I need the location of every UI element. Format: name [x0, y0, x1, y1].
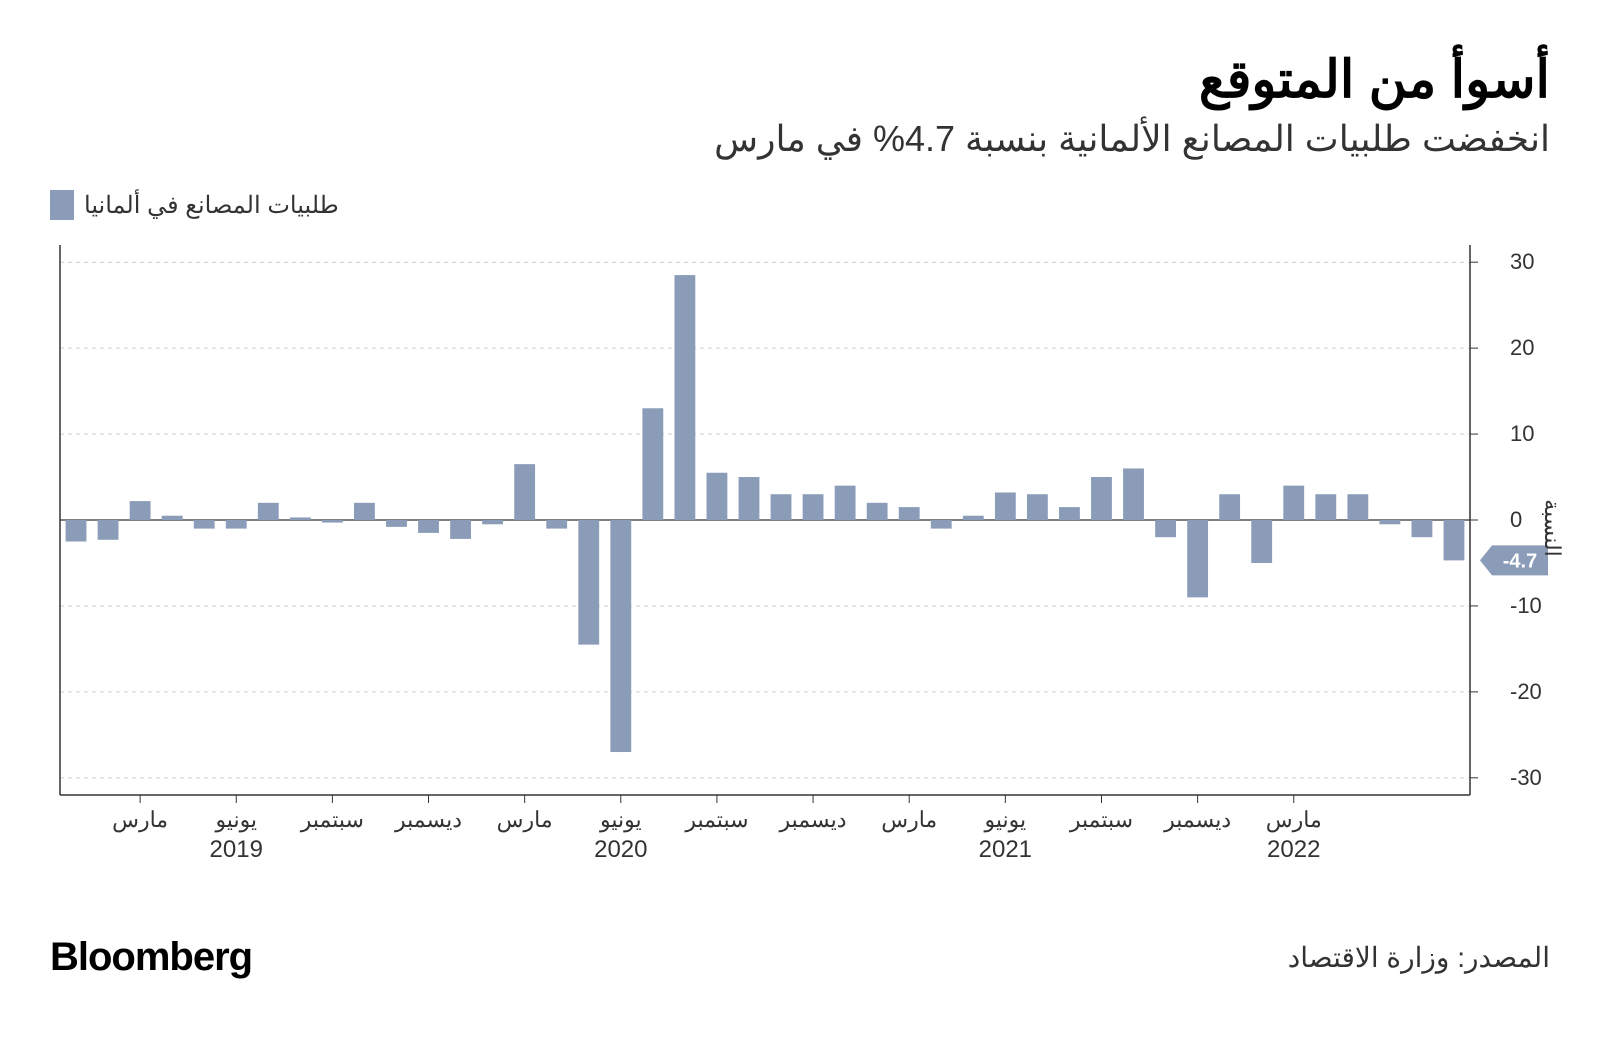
- svg-text:-10: -10: [1510, 593, 1542, 618]
- svg-text:سبتمبر: سبتمبر: [300, 807, 364, 833]
- svg-text:20: 20: [1510, 335, 1534, 360]
- svg-text:مارس: مارس: [1266, 807, 1322, 833]
- svg-text:2022: 2022: [1267, 836, 1320, 863]
- svg-text:ديسمبر: ديسمبر: [779, 807, 847, 833]
- svg-text:مارس: مارس: [881, 807, 937, 833]
- svg-text:سبتمبر: سبتمبر: [1069, 807, 1133, 833]
- bar-chart: -30 -20 -10 0 10 20 30 مارس يونيو 2019 سبتمبر ديسمب…: [50, 235, 1550, 885]
- y-axis-label: النسبة: [1539, 499, 1565, 557]
- legend-swatch: [50, 190, 74, 220]
- svg-text:0: 0: [1510, 507, 1522, 532]
- svg-text:-20: -20: [1510, 679, 1542, 704]
- legend-label: طلبيات المصانع في ألمانيا: [84, 191, 339, 220]
- legend: طلبيات المصانع في ألمانيا: [50, 190, 1550, 220]
- svg-text:يونيو: يونيو: [214, 807, 257, 833]
- svg-text:مارس: مارس: [497, 807, 553, 833]
- source-text: المصدر: وزارة الاقتصاد: [1288, 941, 1550, 974]
- svg-text:2020: 2020: [594, 836, 647, 863]
- svg-text:-30: -30: [1510, 765, 1542, 790]
- chart-title: أسوأ من المتوقع: [50, 50, 1550, 110]
- brand-logo: Bloomberg: [50, 935, 252, 980]
- svg-text:يونيو: يونيو: [984, 807, 1027, 833]
- svg-text:-4.7: -4.7: [1503, 550, 1537, 572]
- svg-text:10: 10: [1510, 421, 1534, 446]
- svg-text:ديسمبر: ديسمبر: [1163, 807, 1231, 833]
- svg-text:سبتمبر: سبتمبر: [684, 807, 748, 833]
- svg-text:يونيو: يونيو: [599, 807, 642, 833]
- svg-text:30: 30: [1510, 249, 1534, 274]
- footer: Bloomberg المصدر: وزارة الاقتصاد: [50, 935, 1550, 980]
- chart-subtitle: انخفضت طلبيات المصانع الألمانية بنسبة 4.…: [50, 118, 1550, 160]
- svg-text:ديسمبر: ديسمبر: [394, 807, 462, 833]
- svg-text:2021: 2021: [979, 836, 1032, 863]
- svg-text:2019: 2019: [210, 836, 263, 863]
- svg-text:مارس: مارس: [112, 807, 168, 833]
- chart-container: -30 -20 -10 0 10 20 30 مارس يونيو 2019 سبتمبر ديسمب…: [50, 235, 1550, 885]
